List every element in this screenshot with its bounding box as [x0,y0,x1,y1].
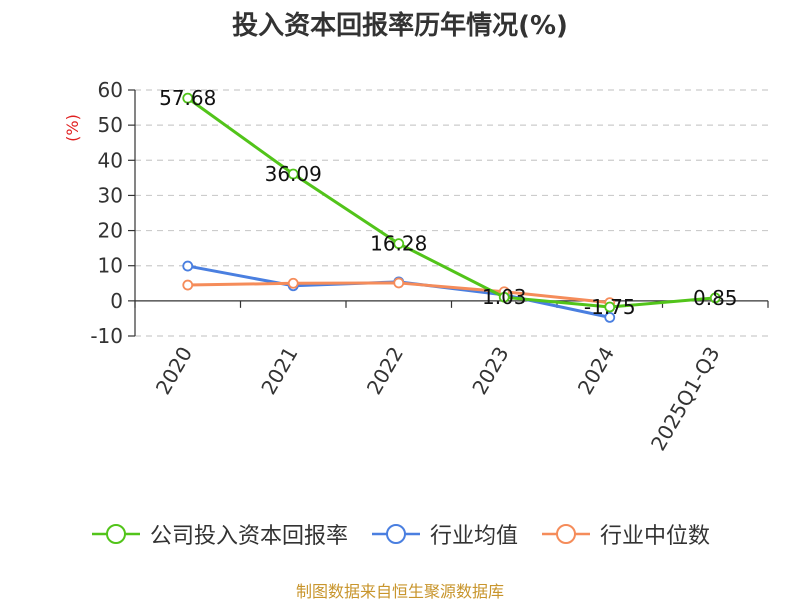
data-source-note: 制图数据来自恒生聚源数据库 [295,582,504,601]
data-point [182,279,194,291]
data-label: 0.85 [693,286,738,310]
series-line-0 [186,96,716,309]
data-point [287,277,299,289]
y-tick-label: 0 [110,289,123,313]
data-point [393,277,405,289]
y-tick-label: -10 [90,324,123,348]
data-label: -1.75 [584,295,636,319]
data-point [287,168,299,180]
chart-legend: 公司投入资本回报率 行业均值 行业中位数 [0,518,800,550]
data-label: 16.28 [370,232,427,256]
series-line-1 [187,264,611,319]
data-point [604,311,616,323]
legend-marker-icon [371,524,420,544]
legend-item[interactable]: 公司投入资本回报率 [90,518,348,550]
data-label: 1.03 [482,285,527,309]
data-point [709,292,721,304]
x-tick-label: 2021 [256,343,302,399]
legend-label: 公司投入资本回报率 [149,524,348,549]
legend-item[interactable]: 行业均值 [370,518,518,550]
x-tick-label: 2020 [151,343,197,399]
data-point [182,92,194,104]
x-tick-label: 2024 [573,343,619,399]
y-tick-label: 50 [98,113,123,137]
line-chart: 60 50 40 30 20 10 0 -10 (%) 2020 2021 2022 2023 2024 2… [63,78,769,455]
y-tick-label: 20 [98,219,123,243]
legend-marker-icon [542,524,590,544]
data-point [498,291,510,303]
y-tick-label: 40 [98,148,123,172]
data-point [393,238,405,250]
data-point [604,301,616,313]
legend-item[interactable]: 行业中位数 [540,518,710,550]
legend-label: 行业均值 [429,524,518,549]
y-tick-label: 10 [98,254,123,278]
x-tick-label: 2025Q1-Q3 [646,343,725,455]
data-point [182,260,194,272]
legend-marker-icon [91,524,140,544]
y-tick-label: 30 [98,183,123,207]
y-axis-label: (%) [63,114,82,142]
data-label: 36.09 [265,162,322,186]
legend-label: 行业中位数 [600,524,711,549]
x-tick-label: 2022 [362,343,408,399]
data-label: 57.68 [159,86,216,110]
y-tick-label: 60 [98,78,123,102]
chart-title: 投入资本回报率历年情况(%) [232,11,568,41]
x-tick-label: 2023 [467,343,513,399]
